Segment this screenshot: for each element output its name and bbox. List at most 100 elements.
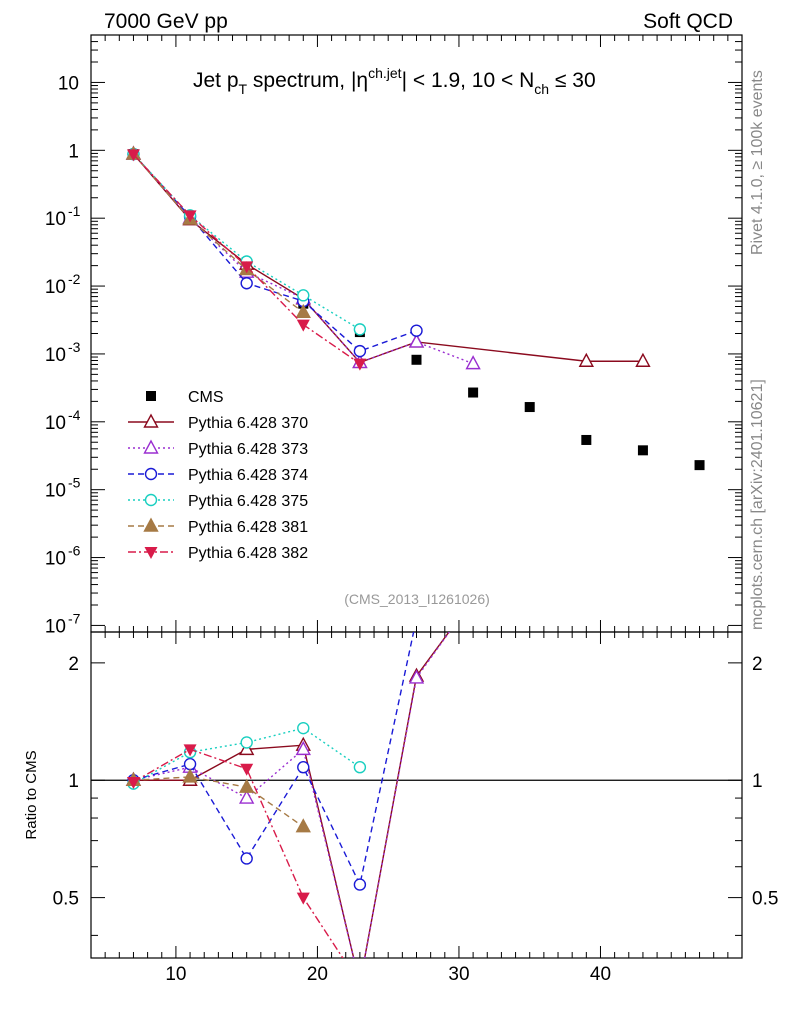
legend-marker (146, 391, 156, 401)
ratio-point (240, 763, 254, 776)
ratio-point (297, 721, 310, 735)
x-tick-label: 40 (590, 964, 611, 985)
data-point (296, 319, 310, 332)
ratio-ylabel: Ratio to CMS (23, 750, 40, 839)
ratio-point (408, 669, 425, 684)
ratio-line (133, 776, 304, 828)
ratio-point (183, 757, 197, 771)
data-point (578, 352, 595, 367)
ratio-series-pythia-6.428-370 (125, 632, 450, 989)
rivet-version-label: Rivet 4.1.0, ≥ 100k events (749, 70, 766, 255)
y-tick-label: 10 (58, 73, 79, 94)
legend-label: CMS (188, 389, 224, 406)
header-left-label: 7000 GeV pp (104, 10, 228, 33)
data-point (353, 344, 367, 358)
legend: CMS Pythia 6.428 370 Pythia 6.428 373 Pythi… (128, 389, 308, 562)
y-tick-label: 1 (68, 141, 79, 162)
ratio-series-pythia-6.428-374 (127, 613, 422, 891)
y-tick-exponent: -3 (68, 339, 81, 355)
data-point (581, 434, 592, 445)
series-pythia-6.428-382 (126, 149, 367, 371)
legend-marker (143, 517, 159, 532)
legend-marker (144, 547, 158, 559)
y-tick-exponent: -1 (68, 203, 81, 219)
data-point (408, 333, 425, 348)
ratio-y-tick-label: 2 (68, 654, 79, 675)
data-point (635, 352, 651, 367)
header-right-label: Soft QCD (643, 10, 733, 33)
y-tick-exponent: -7 (68, 610, 81, 626)
y-tick-label: 10 (45, 413, 66, 434)
ratio-point (183, 744, 197, 757)
y-tick-label: 10 (45, 345, 66, 366)
ratio-point (182, 768, 198, 783)
ratio-y-tick-label-right: 0.5 (752, 889, 778, 910)
data-point (410, 324, 423, 337)
data-point (183, 210, 197, 223)
ratio-point (353, 979, 366, 991)
ratio-y-tick-label: 1 (68, 771, 79, 792)
series-pythia-6.428-374 (127, 147, 423, 358)
ratio-series-layer (125, 613, 451, 991)
data-point (465, 355, 481, 370)
ratio-series-pythia-6.428-373 (125, 632, 451, 989)
data-point (524, 402, 535, 413)
y-tick-exponent: -5 (68, 475, 81, 491)
ratio-point (411, 613, 422, 624)
ratio-point (126, 776, 140, 789)
ratio-y-tick-label-right: 2 (752, 654, 763, 675)
data-point (411, 354, 422, 365)
ratio-line (133, 632, 450, 958)
analysis-watermark: (CMS_2013_I1261026) (344, 591, 490, 607)
y-tick-label: 10 (45, 481, 66, 502)
data-point (297, 289, 310, 302)
y-tick-label: 10 (45, 549, 66, 570)
x-tick-label: 30 (448, 964, 469, 985)
data-point (468, 387, 479, 398)
y-tick-label: 10 (45, 616, 66, 637)
legend-label: Pythia 6.428 381 (188, 519, 308, 536)
data-point (353, 358, 367, 371)
y-tick-exponent: -2 (68, 271, 81, 287)
data-point (637, 445, 648, 456)
ratio-series-pythia-6.428-381 (125, 768, 311, 833)
ratio-panel: 10 20 30 40 2 2 1 1 0.5 0.5 (53, 631, 778, 985)
y-tick-label: 10 (45, 277, 66, 298)
x-tick-label: 20 (307, 964, 328, 985)
ratio-point (297, 761, 310, 774)
plot-title: Jet pT spectrum, |ηch.jet| < 1.9, 10 < N… (193, 65, 596, 97)
ratio-point (240, 852, 253, 865)
legend-marker (144, 467, 158, 481)
data-point (240, 277, 253, 290)
series-pythia-6.428-381 (125, 145, 311, 319)
ratio-point (353, 977, 366, 989)
legend-label: Pythia 6.428 374 (188, 467, 308, 484)
ratio-point (296, 892, 310, 905)
data-point (240, 261, 254, 274)
series-line (132, 153, 643, 364)
data-point (353, 323, 367, 336)
y-tick-label: 10 (45, 209, 66, 230)
ratio-point (353, 878, 367, 891)
data-point (126, 149, 140, 162)
ratio-point (238, 778, 255, 793)
series-line (132, 153, 361, 330)
legend-label: Pythia 6.428 373 (188, 441, 308, 458)
series-pythia-6.428-373 (125, 145, 481, 370)
ratio-line (133, 748, 344, 958)
legend-marker (143, 413, 159, 428)
legend-marker (143, 439, 159, 454)
x-tick-label: 10 (165, 964, 186, 985)
legend-label: Pythia 6.428 382 (188, 545, 308, 562)
ratio-point (353, 761, 367, 774)
ratio-line (133, 632, 451, 958)
data-point (295, 303, 311, 319)
mcplots-source-label: mcplots.cern.ch [arXiv:2401.10621] (749, 379, 766, 630)
legend-label: Pythia 6.428 375 (188, 493, 308, 510)
ratio-y-tick-label: 0.5 (53, 889, 79, 910)
series-line (132, 153, 417, 352)
ratio-point (353, 977, 366, 989)
ratio-point (240, 736, 253, 749)
ratio-point (238, 789, 255, 804)
